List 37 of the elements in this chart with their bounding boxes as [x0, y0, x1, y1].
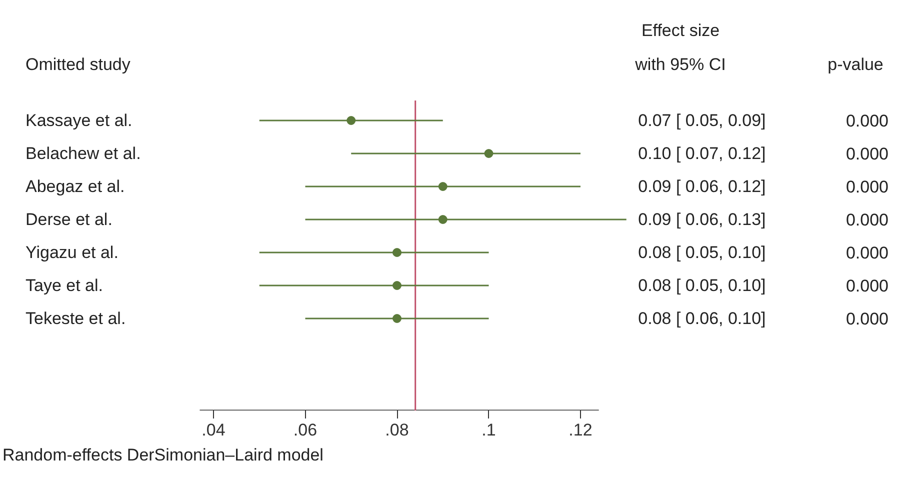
text: 0.000: [846, 210, 889, 230]
data-label: 0.10 [ 0.07, 0.12]: [638, 144, 766, 163]
point: [346, 116, 356, 125]
y-axis-title: Omitted study: [26, 55, 131, 74]
point: [438, 182, 448, 191]
data-label: 0.08 [ 0.05, 0.10]: [638, 243, 766, 262]
text: p-value: [828, 55, 884, 74]
x-tick-label: .04: [202, 420, 226, 440]
point: [484, 149, 494, 158]
data-label: 0.08 [ 0.06, 0.10]: [638, 309, 766, 328]
x-tick-label: .08: [385, 420, 409, 440]
data-label: 0.09 [ 0.06, 0.12]: [638, 177, 766, 196]
text: 0.000: [846, 178, 889, 196]
text: 0.000: [846, 112, 889, 130]
x-tick-label: .12: [568, 420, 592, 440]
text: 0.000: [846, 310, 889, 328]
text: Effect size with 95% CI: [634, 21, 726, 74]
x-tick-label: .06: [293, 420, 318, 440]
point: [438, 215, 448, 224]
text: 0.000: [846, 244, 889, 262]
text: 0.000: [846, 144, 889, 164]
y-tick-label: Taye et al.: [26, 276, 103, 295]
point: [392, 281, 402, 290]
text: 0.000: [846, 276, 889, 296]
y-tick-label: Abegaz et al.: [26, 177, 125, 196]
data-label: 0.09 [ 0.06, 0.13]: [638, 210, 766, 229]
y-tick-label: Yigazu et al.: [26, 243, 118, 262]
y-tick-label: Tekeste et al.: [26, 309, 126, 328]
text: Random-effects DerSimonian–Laird model: [2, 446, 324, 464]
x-tick-label: .1: [482, 420, 496, 440]
point: [392, 248, 402, 257]
data-label: 0.08 [ 0.05, 0.10]: [638, 276, 766, 295]
data-label: 0.07 [ 0.05, 0.09]: [638, 111, 766, 130]
point: [392, 314, 402, 323]
y-tick-label: Derse et al.: [26, 210, 112, 229]
y-tick-label: Kassaye et al.: [26, 111, 132, 130]
y-tick-label: Belachew et al.: [26, 144, 141, 163]
